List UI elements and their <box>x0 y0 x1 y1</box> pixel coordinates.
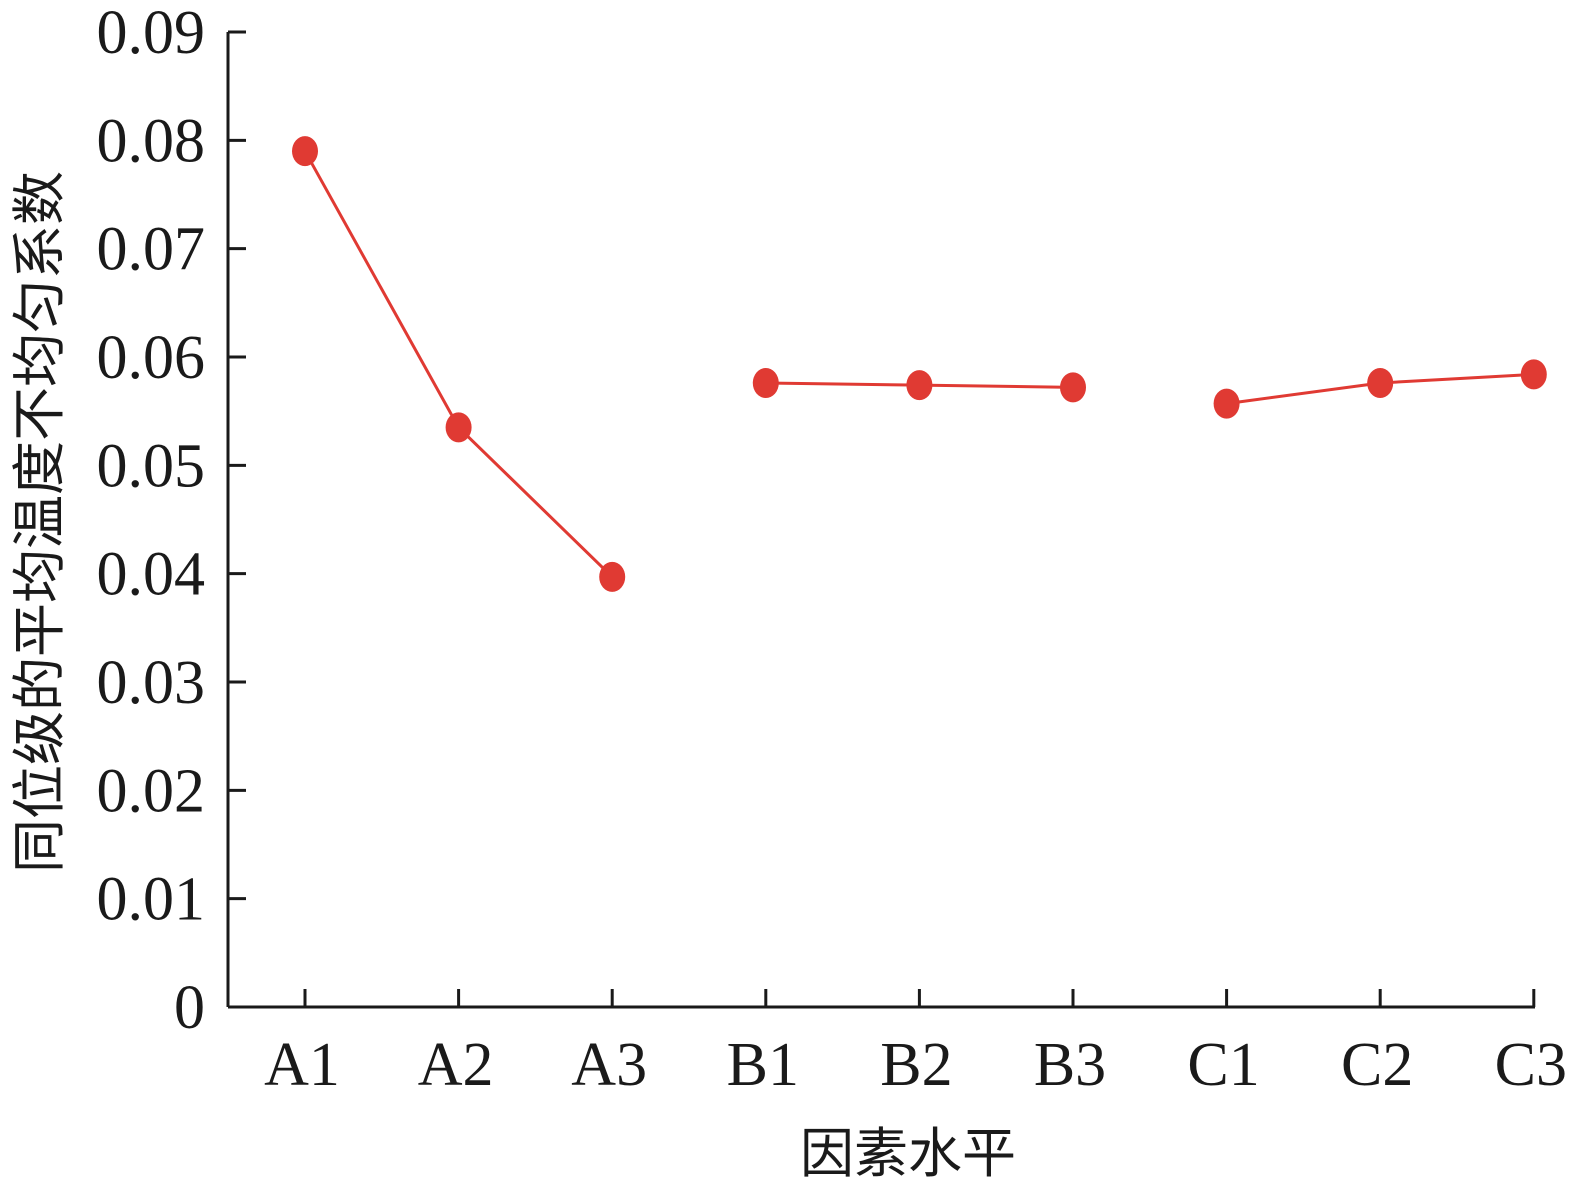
x-tick-label: A1 <box>264 1031 340 1099</box>
x-tick-label: C3 <box>1495 1031 1567 1099</box>
x-axis-label: 因素水平 <box>800 1124 1016 1184</box>
x-tick-label: A2 <box>418 1031 494 1099</box>
y-tick-label: 0.03 <box>97 649 206 717</box>
y-tick-label: 0.06 <box>97 324 206 392</box>
y-tick-label: 0.05 <box>97 432 206 500</box>
y-tick-label: 0 <box>174 974 205 1042</box>
x-tick-label: B3 <box>1034 1031 1106 1099</box>
y-axis-label: 同位级的平均温度不均匀系数 <box>10 171 70 873</box>
x-tick-label: B2 <box>880 1031 952 1099</box>
data-point-a1 <box>292 136 318 167</box>
y-tick-label: 0.01 <box>97 866 206 934</box>
x-tick-label: C1 <box>1187 1031 1259 1099</box>
x-tick-label: C2 <box>1341 1031 1413 1099</box>
data-point-c3 <box>1520 359 1547 390</box>
data-point-b2 <box>906 370 933 401</box>
data-point-c2 <box>1367 368 1394 398</box>
data-point-b1 <box>752 368 779 398</box>
y-tick-label: 0.09 <box>97 0 206 67</box>
y-tick-label: 0.08 <box>97 107 206 175</box>
series-line-1 <box>303 150 614 578</box>
x-tick-label: A3 <box>571 1031 647 1099</box>
x-tick-label: B1 <box>727 1031 799 1099</box>
data-point-c1 <box>1213 388 1240 419</box>
data-point-b3 <box>1060 372 1086 403</box>
y-tick-label: 0.02 <box>97 757 206 825</box>
data-point-a2 <box>445 412 472 443</box>
data-point-a3 <box>599 561 626 592</box>
axes: 0 0.01 0.02 0.03 0.04 0.05 0.06 0.07 0.08 0.09 A1 A… <box>97 0 1567 1099</box>
series-group <box>292 136 1547 592</box>
y-tick-label: 0.07 <box>97 216 206 284</box>
y-tick-label: 0.04 <box>97 541 206 609</box>
